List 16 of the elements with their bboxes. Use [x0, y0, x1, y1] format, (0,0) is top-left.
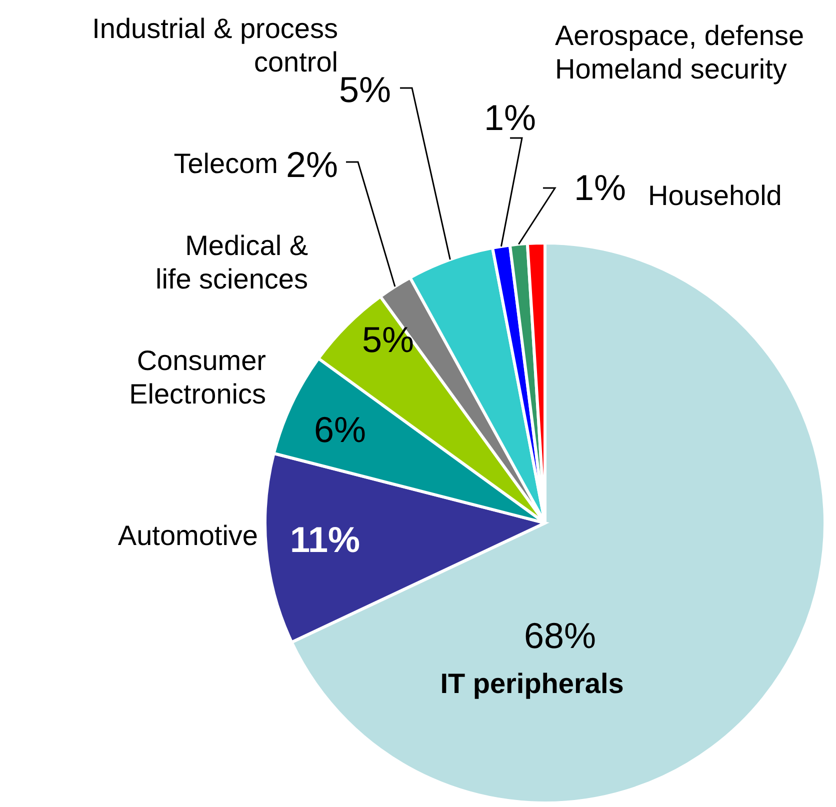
data-label: 11%: [290, 519, 360, 560]
data-label: 5%: [362, 319, 414, 360]
slice-label: Medical & life sciences: [155, 230, 308, 295]
slice-label: Consumer Electronics: [129, 345, 266, 410]
data-label: 5%: [338, 69, 392, 110]
slice-label: IT peripherals: [440, 668, 624, 699]
data-label: 6%: [314, 409, 366, 450]
data-label: 1%: [484, 97, 536, 138]
slice-label: Automotive: [118, 520, 258, 551]
slice-label: Household: [648, 180, 782, 211]
slice-label: Telecom: [174, 148, 278, 179]
slice-label: Industrial & process control: [92, 13, 338, 78]
data-label: 68%: [524, 615, 596, 656]
data-label: 2%: [286, 144, 338, 185]
data-label: 1%: [574, 167, 626, 208]
slice-label: Aerospace, defense Homeland security: [555, 20, 804, 85]
